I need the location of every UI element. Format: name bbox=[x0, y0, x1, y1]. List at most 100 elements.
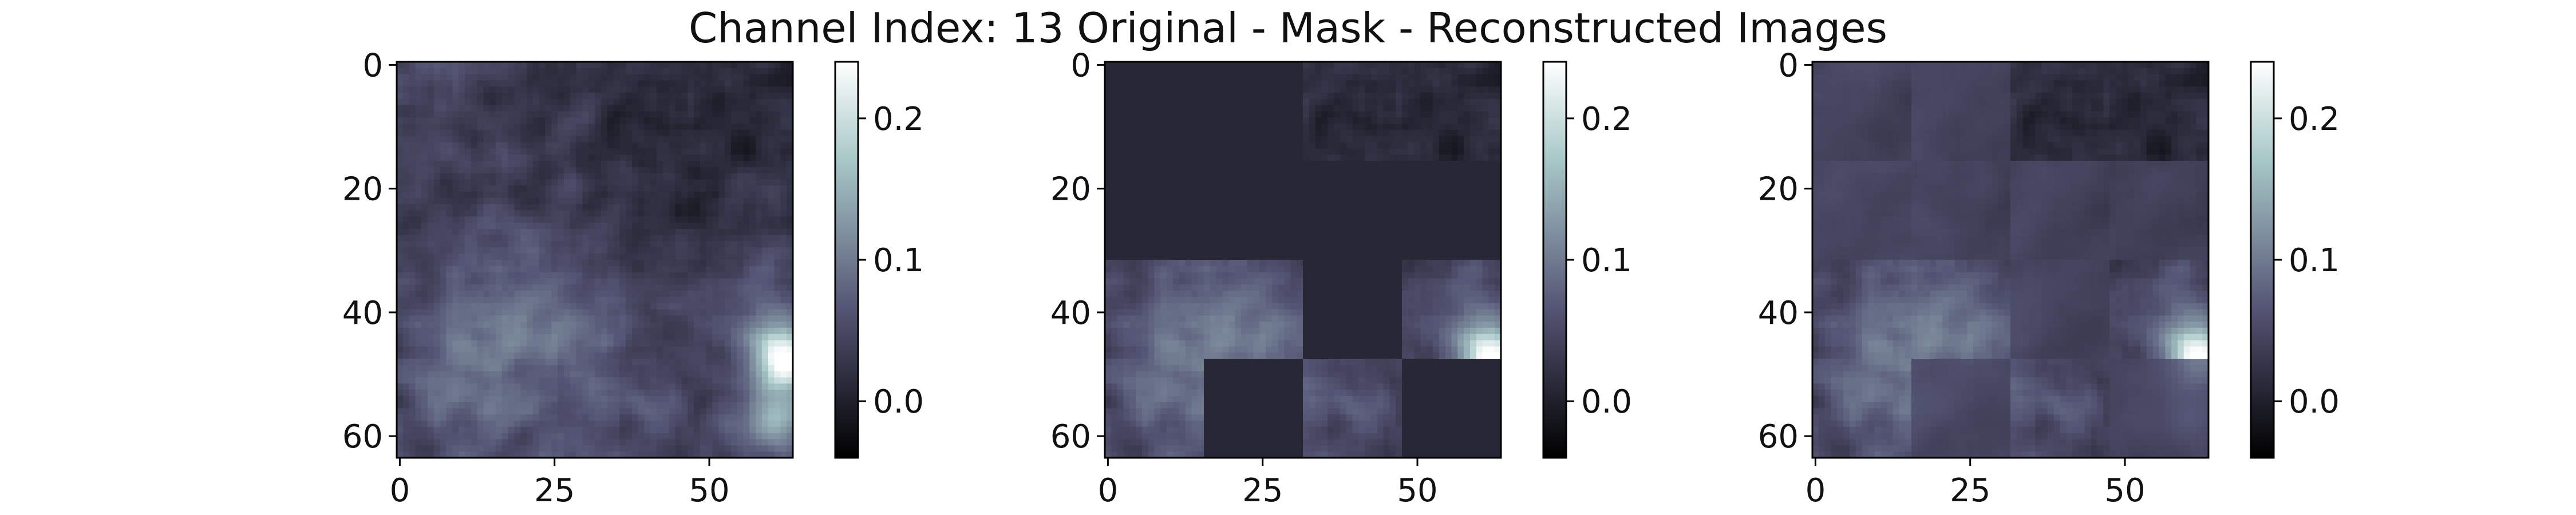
heatmap-cell bbox=[471, 383, 478, 390]
heatmap-cell bbox=[440, 272, 447, 279]
heatmap-cell bbox=[483, 414, 490, 421]
heatmap-cell bbox=[756, 161, 762, 168]
heatmap-cell bbox=[595, 197, 602, 205]
heatmap-cell bbox=[743, 179, 750, 186]
heatmap-cell bbox=[477, 117, 484, 124]
heatmap-cell bbox=[780, 93, 787, 100]
heatmap-cell bbox=[1389, 105, 1396, 112]
heatmap-cell bbox=[1420, 117, 1427, 124]
heatmap-cell bbox=[452, 167, 459, 174]
heatmap-cell bbox=[1377, 129, 1384, 137]
heatmap-cell bbox=[551, 142, 558, 149]
heatmap-cell bbox=[1240, 74, 1248, 81]
heatmap-cell bbox=[644, 291, 651, 298]
heatmap-cell bbox=[508, 408, 515, 415]
heatmap-cell bbox=[631, 173, 639, 180]
heatmap-cell bbox=[415, 371, 422, 378]
heatmap-cell bbox=[496, 80, 503, 87]
heatmap-cell bbox=[520, 284, 527, 291]
heatmap-cell bbox=[428, 223, 434, 229]
heatmap-cell bbox=[471, 80, 478, 87]
heatmap-cell bbox=[508, 377, 515, 384]
heatmap-cell bbox=[756, 117, 762, 124]
heatmap-cell bbox=[421, 241, 428, 248]
heatmap-cell bbox=[743, 334, 750, 341]
heatmap-cell bbox=[1365, 86, 1372, 93]
heatmap-cell bbox=[1303, 62, 1310, 69]
heatmap-cell bbox=[768, 93, 775, 100]
heatmap-cell bbox=[1228, 98, 1235, 106]
heatmap-cell bbox=[1167, 68, 1174, 75]
heatmap-cell bbox=[508, 148, 515, 155]
heatmap-cell bbox=[514, 414, 521, 421]
heatmap-cell bbox=[570, 68, 577, 75]
heatmap-cell bbox=[1111, 136, 1118, 143]
heatmap-cell bbox=[1495, 80, 1502, 87]
heatmap-cell bbox=[545, 445, 552, 452]
heatmap-cell bbox=[428, 421, 434, 427]
heatmap-cell bbox=[626, 228, 633, 236]
heatmap-cell bbox=[551, 192, 558, 199]
heatmap-cell bbox=[725, 154, 732, 161]
heatmap-cell bbox=[539, 117, 546, 124]
heatmap-cell bbox=[706, 93, 713, 100]
heatmap-cell bbox=[489, 117, 496, 124]
heatmap-cell bbox=[1321, 86, 1328, 93]
heatmap-cell bbox=[558, 68, 564, 75]
heatmap-cell bbox=[1204, 98, 1211, 106]
heatmap-cell bbox=[1247, 74, 1254, 81]
heatmap-cell bbox=[595, 439, 602, 446]
heatmap-cell bbox=[483, 136, 490, 143]
heatmap-cell bbox=[520, 98, 527, 106]
heatmap-cell bbox=[1235, 68, 1242, 75]
heatmap-cell bbox=[464, 340, 472, 347]
heatmap-cell bbox=[780, 402, 787, 409]
heatmap-cell bbox=[415, 439, 422, 446]
heatmap-cell bbox=[607, 111, 614, 118]
heatmap-cell bbox=[706, 260, 713, 267]
heatmap-cell bbox=[471, 124, 478, 130]
heatmap-cell bbox=[688, 334, 694, 341]
heatmap-cell bbox=[409, 291, 416, 298]
heatmap-cell bbox=[527, 204, 534, 211]
heatmap-cell bbox=[433, 278, 441, 285]
heatmap-cell bbox=[638, 117, 645, 124]
heatmap-cell bbox=[464, 346, 472, 353]
heatmap-cell bbox=[761, 253, 769, 260]
heatmap-cell bbox=[607, 223, 614, 229]
heatmap-cell bbox=[582, 105, 589, 112]
heatmap-cell bbox=[501, 426, 509, 434]
heatmap-cell bbox=[1172, 62, 1180, 69]
heatmap-cell bbox=[1433, 74, 1440, 81]
heatmap-cell bbox=[576, 204, 583, 211]
heatmap-cell bbox=[657, 62, 663, 69]
heatmap-cell bbox=[737, 98, 744, 106]
heatmap-cell bbox=[669, 346, 676, 353]
heatmap-cell bbox=[558, 359, 564, 366]
heatmap-cell bbox=[1105, 93, 1112, 100]
heatmap-cell bbox=[402, 408, 410, 415]
heatmap-cell bbox=[558, 117, 564, 124]
heatmap-cell bbox=[440, 105, 447, 112]
heatmap-cell bbox=[421, 216, 428, 223]
heatmap-cell bbox=[600, 433, 608, 440]
heatmap-cell bbox=[527, 129, 534, 137]
heatmap-cell bbox=[514, 309, 521, 316]
heatmap-cell bbox=[1457, 93, 1464, 100]
heatmap-cell bbox=[743, 340, 750, 347]
heatmap-cell bbox=[613, 247, 620, 254]
heatmap-cell bbox=[631, 86, 639, 93]
heatmap-cell bbox=[1445, 136, 1452, 143]
heatmap-cell bbox=[613, 62, 620, 69]
heatmap-cell bbox=[756, 142, 762, 149]
heatmap-cell bbox=[402, 86, 410, 93]
heatmap-cell bbox=[1482, 74, 1489, 81]
heatmap-cell bbox=[631, 371, 639, 378]
heatmap-cell bbox=[669, 235, 676, 242]
heatmap-cell bbox=[650, 241, 657, 248]
heatmap-cell bbox=[1365, 105, 1372, 112]
heatmap-cell bbox=[595, 303, 602, 310]
heatmap-cell bbox=[1105, 111, 1112, 118]
heatmap-cell bbox=[459, 98, 465, 106]
heatmap-cell bbox=[774, 340, 781, 347]
